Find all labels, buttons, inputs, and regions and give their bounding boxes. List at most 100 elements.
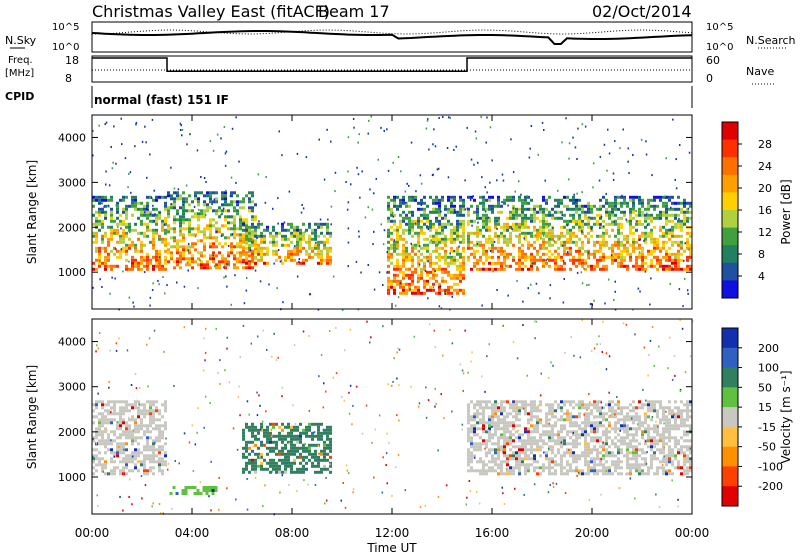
power-cell: [218, 230, 221, 234]
power-cell: [182, 236, 185, 240]
velocity-speckle: [304, 442, 306, 445]
power-cell: [623, 255, 626, 259]
velocity-cell: [119, 442, 122, 446]
power-cell: [539, 225, 542, 229]
power-cell: [158, 252, 161, 256]
power-cell: [521, 243, 524, 247]
power-cell: [104, 261, 107, 265]
power-cell: [387, 201, 390, 205]
power-cell: [146, 225, 149, 229]
velocity-cell: [242, 452, 245, 456]
velocity-cell: [134, 406, 137, 410]
power-cell: [281, 228, 284, 232]
power-speckle: [367, 264, 369, 266]
power-cell: [143, 207, 146, 211]
power-cell: [104, 258, 107, 262]
velocity-cell: [467, 451, 470, 455]
velocity-cell: [137, 436, 140, 440]
velocity-cell: [638, 466, 641, 470]
power-speckle: [453, 148, 455, 151]
velocity-cell: [584, 442, 587, 446]
power-speckle: [127, 186, 129, 189]
power-cell: [131, 195, 134, 199]
velocity-cell: [545, 418, 548, 422]
velocity-cell: [686, 412, 689, 416]
velocity-cell: [614, 436, 617, 440]
power-cell: [503, 234, 506, 238]
velocity-cell: [281, 446, 284, 450]
velocity-cell: [497, 457, 500, 461]
velocity-cell: [503, 436, 506, 440]
velocity-cell: [524, 448, 527, 452]
velocity-cell: [497, 418, 500, 422]
velocity-cell: [587, 451, 590, 455]
power-speckle: [330, 205, 333, 208]
power-cell: [104, 216, 107, 220]
power-cell: [545, 222, 548, 226]
power-cell: [260, 249, 263, 253]
power-cell: [674, 201, 677, 205]
velocity-cell: [470, 400, 473, 404]
power-cell: [641, 210, 644, 214]
power-cell: [500, 261, 503, 265]
velocity-cell: [272, 422, 275, 426]
power-cell: [110, 225, 113, 229]
velocity-cell: [560, 442, 563, 446]
power-cell: [432, 207, 435, 211]
velocity-cell: [668, 433, 671, 437]
velocity-cell: [95, 433, 98, 437]
power-cell: [104, 210, 107, 214]
power-cell: [429, 255, 432, 259]
power-cell: [215, 254, 218, 258]
velocity-cell: [473, 418, 476, 422]
power-speckle: [516, 279, 518, 282]
power-cell: [587, 210, 590, 214]
velocity-cell: [257, 437, 260, 441]
velocity-cell: [128, 430, 131, 434]
velocity-cell: [689, 415, 692, 419]
velocity-cell: [587, 412, 590, 416]
velocity-cell: [500, 427, 503, 431]
power-cell: [92, 195, 95, 199]
velocity-cell: [137, 460, 140, 464]
power-cell: [680, 225, 683, 229]
velocity-cell: [674, 406, 677, 410]
power-speckle: [203, 177, 206, 179]
velocity-cell: [653, 451, 656, 455]
power-cell: [131, 267, 134, 271]
power-speckle: [254, 269, 257, 272]
power-cell: [632, 210, 635, 214]
power-cell: [116, 210, 119, 214]
power-cell: [242, 222, 245, 226]
power-cell: [98, 210, 101, 214]
power-cell: [518, 264, 521, 268]
power-cell: [620, 195, 623, 199]
power-cell: [641, 231, 644, 235]
velocity-cell: [269, 446, 272, 450]
velocity-cell: [638, 406, 641, 410]
velocity-speckle: [307, 483, 309, 486]
power-speckle: [638, 239, 640, 242]
power-cell: [137, 216, 140, 220]
power-cell: [206, 191, 209, 195]
power-cell: [450, 246, 453, 250]
power-cell: [170, 254, 173, 258]
power-cell: [257, 252, 260, 256]
velocity-cell: [671, 412, 674, 416]
velocity-cell: [476, 403, 479, 407]
power-cell: [396, 273, 399, 277]
power-speckle: [436, 168, 439, 171]
power-cell: [539, 231, 542, 235]
power-cell: [590, 228, 593, 232]
power-cell: [638, 201, 641, 205]
velocity-cell: [290, 461, 293, 465]
velocity-cell: [662, 412, 665, 416]
velocity-cell: [305, 446, 308, 450]
velocity-cell: [326, 443, 329, 447]
velocity-cell: [202, 486, 206, 489]
power-speckle: [318, 138, 320, 141]
velocity-cell: [488, 415, 491, 419]
power-cell: [668, 264, 671, 268]
velocity-speckle: [501, 426, 503, 429]
power-cell: [390, 198, 393, 202]
